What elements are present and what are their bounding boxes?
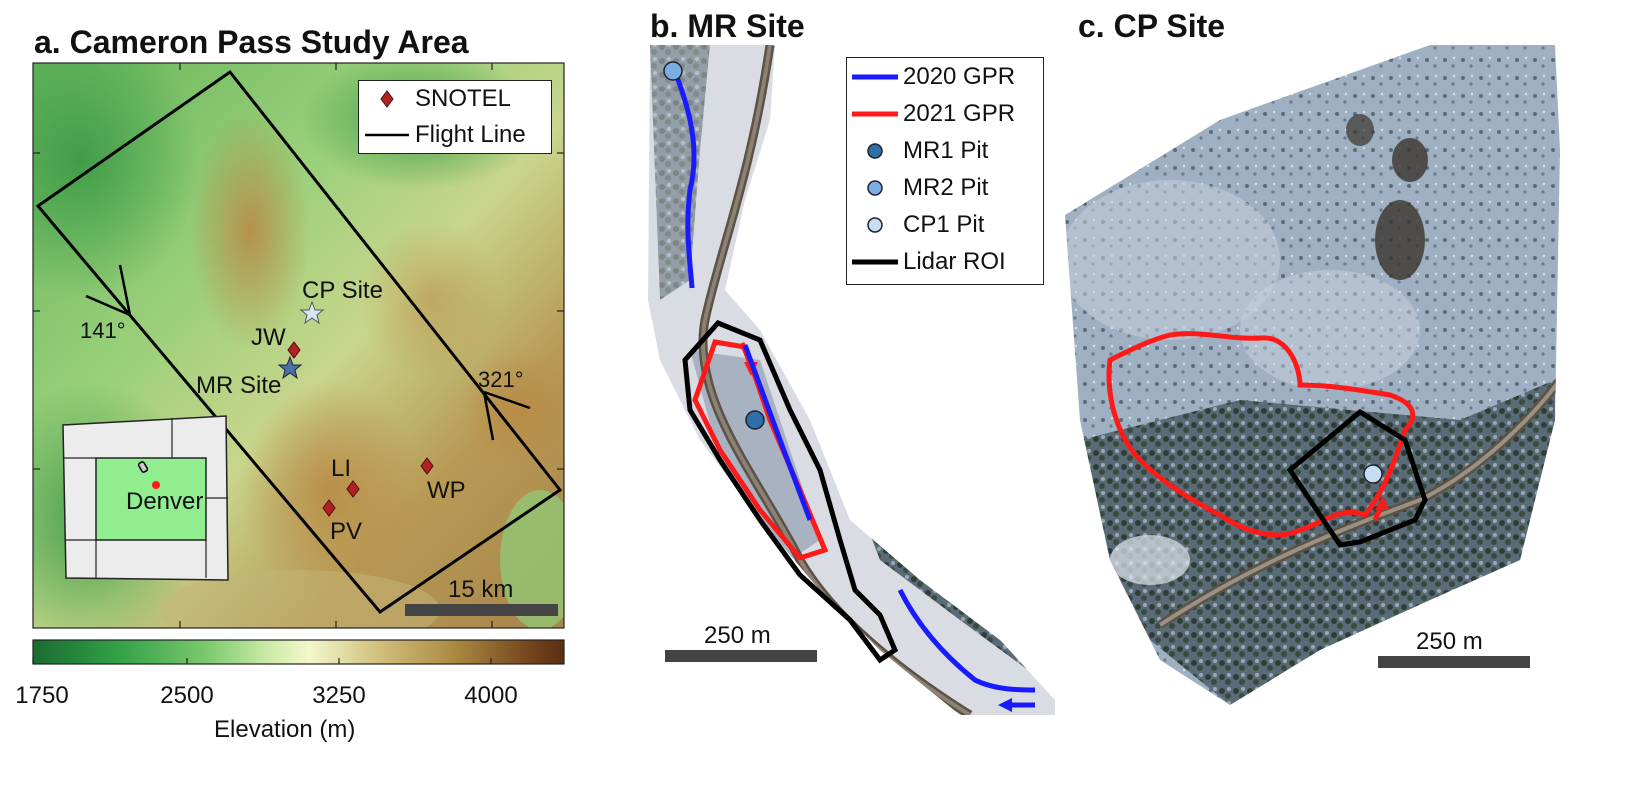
- gpr-2020-line-icon: [847, 73, 903, 81]
- legend-gpr-2021-label: 2021 GPR: [903, 99, 1016, 127]
- legend-snotel: SNOTEL: [359, 81, 551, 117]
- colorbar-tick-4000: 4000: [464, 682, 518, 709]
- mr-site-star-icon: [277, 355, 303, 380]
- snotel-pv-diamond-icon: [322, 499, 336, 517]
- cp-lidar-roi: [1286, 408, 1428, 548]
- cp-site-label: CP Site: [302, 277, 383, 304]
- panel-b-legend: 2020 GPR 2021 GPR MR1 Pit MR2 Pit CP1 Pi…: [846, 57, 1044, 285]
- panel-c-title: c. CP Site: [1078, 8, 1226, 44]
- mr-site-label: MR Site: [196, 372, 282, 399]
- cp1-pit-legend-circle-icon: [847, 215, 903, 235]
- legend-flight-line: Flight Line: [359, 117, 551, 153]
- scalebar-a: [405, 604, 558, 616]
- cp-site-imagery: [1065, 45, 1560, 705]
- legend-gpr-2021: 2021 GPR: [847, 95, 1043, 132]
- snotel-wp-label: WP: [427, 477, 466, 504]
- scalebar-b: [665, 650, 817, 662]
- legend-mr2-pit-label: MR2 Pit: [903, 173, 989, 201]
- snotel-jw-label: JW: [251, 324, 286, 351]
- heading-arrow-321: [482, 390, 531, 441]
- mr-lidar-roi: [682, 320, 899, 664]
- panel-b-title: b. MR Site: [650, 8, 805, 44]
- panel-a-title: a. Cameron Pass Study Area: [34, 24, 469, 60]
- legend-gpr-2020-label: 2020 GPR: [903, 62, 1016, 90]
- snotel-jw-diamond-icon: [287, 341, 301, 359]
- legend-cp1-pit: CP1 Pit: [847, 206, 1043, 243]
- legend-flight-line-label: Flight Line: [415, 121, 526, 148]
- legend-mr1-pit: MR1 Pit: [847, 132, 1043, 169]
- cp-site-star-icon: [299, 300, 325, 325]
- mr-gpr-2020-middle: [742, 344, 813, 521]
- denver-label: Denver: [126, 488, 204, 515]
- colorbar-tick-1750: 1750: [15, 682, 69, 709]
- mr1-pit-circle-icon: [745, 410, 765, 430]
- colorbar-tick-2500: 2500: [160, 682, 214, 709]
- colorbar-label: Elevation (m): [214, 716, 356, 743]
- lidar-roi-line-icon: [847, 258, 903, 266]
- snotel-wp-diamond-icon: [420, 457, 434, 475]
- mr-gpr-2020-north: [672, 71, 697, 289]
- colorado-inset-map: [62, 415, 229, 581]
- legend-mr2-pit: MR2 Pit: [847, 169, 1043, 206]
- flight-line-box: [35, 69, 563, 614]
- cp1-pit-circle-icon: [1363, 464, 1383, 484]
- heading-321-label: 321°: [478, 367, 524, 392]
- map-frame: [32, 62, 565, 629]
- colorbar-tick-3250: 3250: [312, 682, 366, 709]
- mr2-pit-circle-icon: [663, 61, 683, 81]
- legend-mr1-pit-label: MR1 Pit: [903, 136, 989, 164]
- heading-arrow-141: [85, 264, 132, 317]
- scalebar-c-label: 250 m: [1416, 628, 1483, 655]
- snotel-diamond-icon: [359, 90, 415, 108]
- denver-dot-icon: [152, 481, 160, 489]
- snotel-li-label: LI: [331, 455, 352, 482]
- flight-line-icon: [359, 132, 415, 138]
- mr-gpr-2020-south: [897, 588, 1036, 693]
- legend-snotel-label: SNOTEL: [415, 85, 512, 112]
- scalebar-b-label: 250 m: [704, 622, 771, 649]
- legend-cp1-pit-label: CP1 Pit: [903, 210, 985, 238]
- snotel-li-diamond-icon: [346, 480, 360, 498]
- scalebar-a-label: 15 km: [448, 576, 514, 603]
- scalebar-c: [1378, 656, 1530, 668]
- gpr-2021-line-icon: [847, 110, 903, 118]
- legend-lidar-roi: Lidar ROI: [847, 243, 1043, 280]
- legend-lidar-roi-label: Lidar ROI: [903, 247, 1006, 275]
- panel-a-legend: SNOTEL Flight Line: [358, 80, 552, 154]
- mr2-pit-legend-circle-icon: [847, 178, 903, 198]
- mr1-pit-legend-circle-icon: [847, 141, 903, 161]
- legend-gpr-2020: 2020 GPR: [847, 58, 1043, 95]
- elevation-colorbar: [32, 639, 565, 665]
- cp-gpr-2021: [1106, 331, 1416, 538]
- heading-141-label: 141°: [80, 318, 126, 343]
- snotel-pv-label: PV: [330, 518, 363, 545]
